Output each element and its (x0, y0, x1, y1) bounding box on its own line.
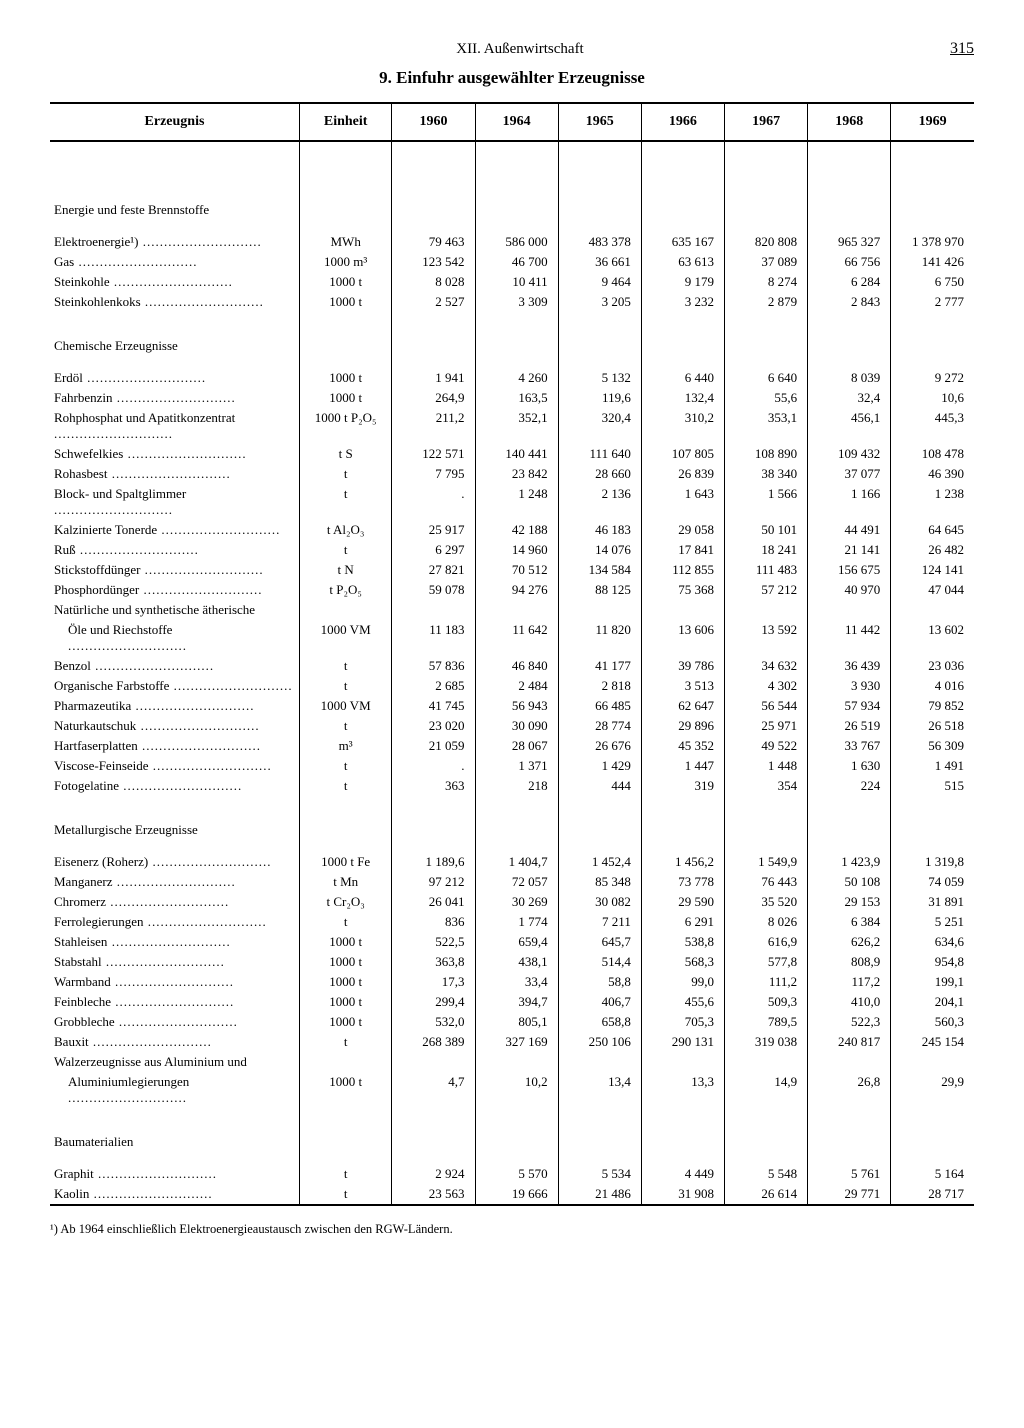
table-row: Organische Farbstoffet2 6852 4842 8183 5… (50, 676, 974, 696)
group-heading: Energie und feste Brennstoffe (50, 176, 974, 232)
table-row: Gas1000 m³123 54246 70036 66163 61337 08… (50, 252, 974, 272)
page-number: 315 (950, 40, 974, 58)
table-row: Manganerzt Mn97 21272 05785 34873 77876 … (50, 872, 974, 892)
col-year: 1968 (808, 103, 891, 141)
table-row: Stickstoffdüngert N27 82170 512134 58411… (50, 560, 974, 580)
footnote: ¹) Ab 1964 einschließlich Elektroenergie… (50, 1222, 974, 1237)
table-row: Feinbleche1000 t299,4394,7406,7455,6509,… (50, 992, 974, 1012)
table-row: Graphitt2 9245 5705 5344 4495 5485 7615 … (50, 1164, 974, 1184)
table-row: Natürliche und synthetische ätherische (50, 600, 974, 620)
section-title: XII. Außenwirtschaft (90, 41, 950, 58)
table-row: Chromerzt Cr₂O₃26 04130 26930 08229 5903… (50, 892, 974, 912)
table-row: Ferrolegierungent8361 7747 2116 2918 026… (50, 912, 974, 932)
table-row: Hartfaserplattenm³21 05928 06726 67645 3… (50, 736, 974, 756)
table-row: Fotogelatinet363218444319354224515 (50, 776, 974, 796)
col-year: 1965 (558, 103, 641, 141)
table-row: Steinkohlenkoks1000 t2 5273 3093 2053 23… (50, 292, 974, 312)
table-row: Benzolt57 83646 84041 17739 78634 63236 … (50, 656, 974, 676)
table-row: Steinkohle1000 t8 02810 4119 4649 1798 2… (50, 272, 974, 292)
col-year: 1967 (724, 103, 807, 141)
imports-table: Erzeugnis Einheit 1960 1964 1965 1966 19… (50, 102, 974, 1206)
table-row: Rußt6 29714 96014 07617 84118 24121 1412… (50, 540, 974, 560)
group-heading: Metallurgische Erzeugnisse (50, 796, 974, 852)
table-row: Stahleisen1000 t522,5659,4645,7538,8616,… (50, 932, 974, 952)
table-row: Fahrbenzin1000 t264,9163,5119,6132,455,6… (50, 388, 974, 408)
table-row: Erdöl1000 t1 9414 2605 1326 4406 6408 03… (50, 368, 974, 388)
col-unit: Einheit (299, 103, 391, 141)
table-row: Aluminiumlegierungen1000 t4,710,213,413,… (50, 1072, 974, 1108)
table-row: Viscose-Feinseidet.1 3711 4291 4471 4481… (50, 756, 974, 776)
table-row: Phosphordüngert P₂O₅59 07894 27688 12575… (50, 580, 974, 600)
col-year: 1969 (891, 103, 974, 141)
table-row: Pharmazeutika1000 VM41 74556 94366 48562… (50, 696, 974, 716)
table-row: Eisenerz (Roherz)1000 t Fe1 189,61 404,7… (50, 852, 974, 872)
table-row: Öle und Riechstoffe1000 VM11 18311 64211… (50, 620, 974, 656)
table-row: Walzerzeugnisse aus Aluminium und (50, 1052, 974, 1072)
group-heading: Chemische Erzeugnisse (50, 312, 974, 368)
table-row: Schwefelkiest S122 571140 441111 640107 … (50, 444, 974, 464)
table-row: Rohasbestt7 79523 84228 66026 83938 3403… (50, 464, 974, 484)
table-row: Stabstahl1000 t363,8438,1514,4568,3577,8… (50, 952, 974, 972)
col-year: 1966 (641, 103, 724, 141)
table-row: Kalzinierte Tonerdet Al₂O₃25 91742 18846… (50, 520, 974, 540)
table-row: Kaolint23 56319 66621 48631 90826 61429 … (50, 1184, 974, 1205)
table-header-row: Erzeugnis Einheit 1960 1964 1965 1966 19… (50, 103, 974, 141)
table-row: Grobbleche1000 t532,0805,1658,8705,3789,… (50, 1012, 974, 1032)
table-title: 9. Einfuhr ausgewählter Erzeugnisse (50, 68, 974, 88)
col-label: Erzeugnis (50, 103, 299, 141)
col-year: 1960 (392, 103, 475, 141)
table-row: Bauxitt268 389327 169250 106290 131319 0… (50, 1032, 974, 1052)
table-row: Elektroenergie¹)MWh79 463586 000483 3786… (50, 232, 974, 252)
group-heading: Baumaterialien (50, 1108, 974, 1164)
table-row: Rohphosphat und Apatitkonzentrat1000 t P… (50, 408, 974, 444)
table-row: Warmband1000 t17,333,458,899,0111,2117,2… (50, 972, 974, 992)
table-row: Block- und Spaltglimmert.1 2482 1361 643… (50, 484, 974, 520)
table-row: Naturkautschukt23 02030 09028 77429 8962… (50, 716, 974, 736)
col-year: 1964 (475, 103, 558, 141)
